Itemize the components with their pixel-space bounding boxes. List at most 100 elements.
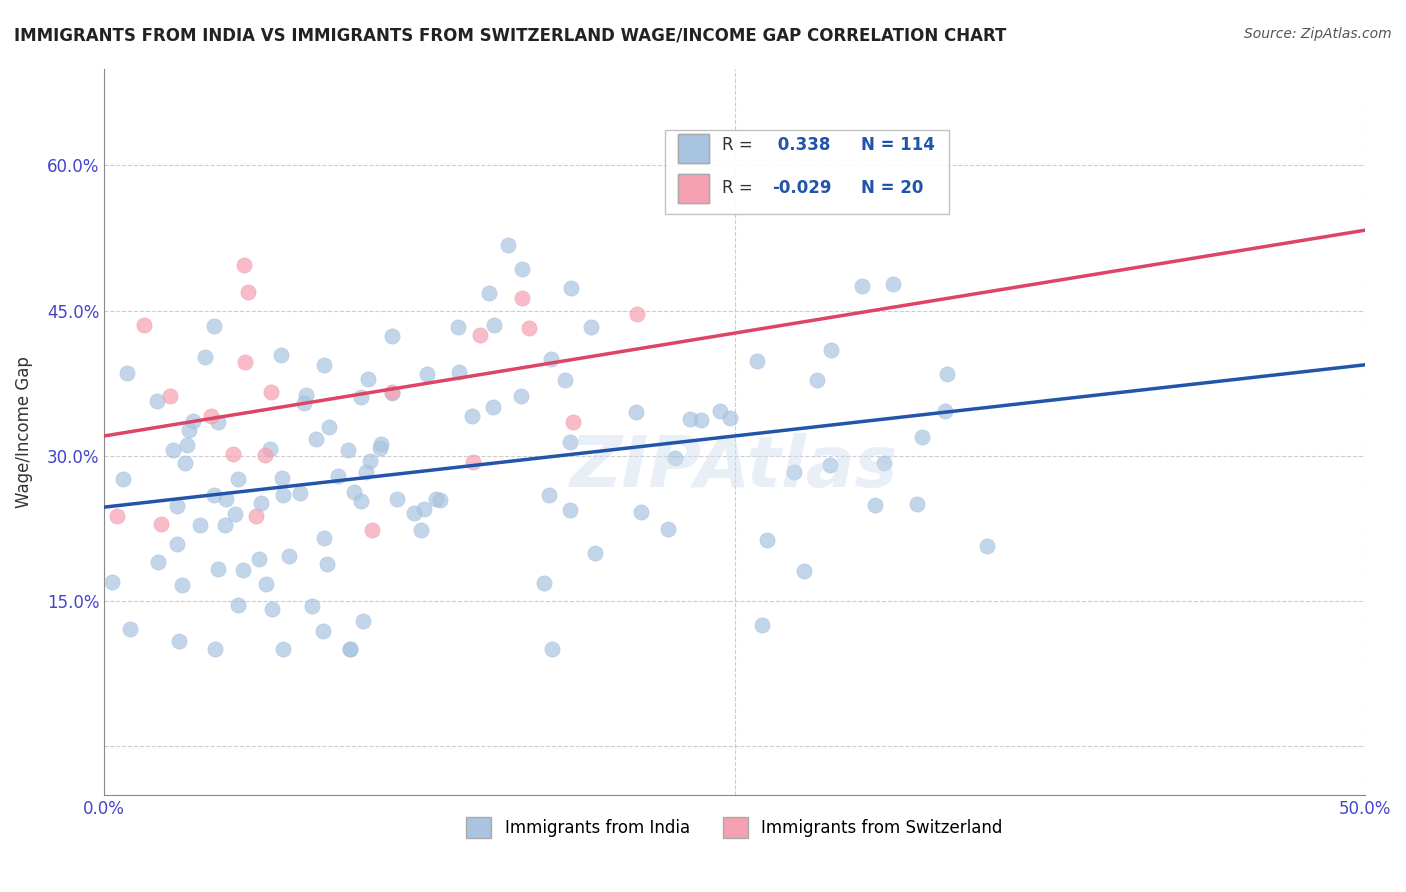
- Text: -0.029: -0.029: [772, 179, 832, 197]
- Point: [177, 423, 200, 437]
- Point: [357, 372, 380, 386]
- Point: [678, 412, 700, 426]
- Point: [540, 352, 562, 367]
- Point: [934, 404, 956, 418]
- Point: [402, 506, 425, 520]
- Point: [328, 469, 350, 483]
- Point: [204, 642, 226, 657]
- Point: [226, 472, 249, 486]
- Point: [624, 405, 647, 419]
- Point: [751, 618, 773, 632]
- Point: [690, 413, 713, 427]
- Point: [159, 388, 181, 402]
- Point: [149, 517, 172, 532]
- Point: [657, 522, 679, 536]
- Point: [368, 441, 391, 455]
- Point: [510, 388, 533, 402]
- FancyBboxPatch shape: [678, 174, 709, 202]
- Point: [271, 642, 294, 657]
- Point: [260, 385, 283, 400]
- Point: [510, 261, 533, 276]
- Point: [311, 624, 333, 638]
- Point: [583, 546, 606, 560]
- Point: [292, 395, 315, 409]
- Point: [167, 634, 190, 648]
- Point: [863, 499, 886, 513]
- Point: [381, 384, 404, 399]
- Point: [482, 401, 505, 415]
- Point: [447, 365, 470, 379]
- Point: [336, 443, 359, 458]
- Point: [806, 373, 828, 387]
- Point: [105, 508, 128, 523]
- Point: [353, 615, 375, 629]
- Text: ZIPAtlas: ZIPAtlas: [571, 434, 898, 502]
- Point: [232, 563, 254, 577]
- Point: [416, 367, 439, 381]
- Text: R =: R =: [721, 136, 758, 153]
- Point: [510, 291, 533, 305]
- Point: [173, 456, 195, 470]
- Point: [793, 564, 815, 578]
- Point: [247, 552, 270, 566]
- Point: [271, 471, 294, 485]
- Point: [301, 599, 323, 614]
- Point: [412, 502, 434, 516]
- Point: [664, 450, 686, 465]
- Point: [112, 472, 135, 486]
- Point: [207, 416, 229, 430]
- Point: [202, 319, 225, 334]
- Point: [558, 502, 581, 516]
- Point: [250, 496, 273, 510]
- Point: [381, 385, 404, 400]
- Point: [910, 429, 932, 443]
- Point: [214, 518, 236, 533]
- Point: [361, 523, 384, 537]
- Point: [872, 456, 894, 470]
- Point: [253, 448, 276, 462]
- Y-axis label: Wage/Income Gap: Wage/Income Gap: [15, 356, 32, 508]
- Point: [146, 394, 169, 409]
- Point: [290, 486, 312, 500]
- Point: [312, 358, 335, 372]
- Point: [315, 558, 337, 572]
- Point: [305, 432, 328, 446]
- Point: [342, 485, 364, 500]
- Point: [537, 488, 560, 502]
- Point: [228, 598, 250, 612]
- Point: [146, 555, 169, 569]
- Legend: Immigrants from India, Immigrants from Switzerland: Immigrants from India, Immigrants from S…: [460, 811, 1010, 845]
- Point: [558, 434, 581, 449]
- Point: [411, 523, 433, 537]
- Point: [260, 601, 283, 615]
- Point: [270, 348, 292, 362]
- Point: [533, 576, 555, 591]
- Point: [350, 390, 373, 404]
- Text: IMMIGRANTS FROM INDIA VS IMMIGRANTS FROM SWITZERLAND WAGE/INCOME GAP CORRELATION: IMMIGRANTS FROM INDIA VS IMMIGRANTS FROM…: [14, 27, 1007, 45]
- Point: [709, 404, 731, 418]
- Point: [166, 499, 188, 513]
- Point: [783, 465, 806, 479]
- Point: [905, 497, 928, 511]
- FancyBboxPatch shape: [678, 134, 709, 163]
- Point: [447, 320, 470, 334]
- Text: R =: R =: [721, 179, 758, 197]
- Point: [630, 505, 652, 519]
- Point: [339, 642, 361, 657]
- Point: [314, 531, 336, 545]
- Point: [115, 366, 138, 380]
- Text: N = 114: N = 114: [860, 136, 935, 153]
- Point: [202, 488, 225, 502]
- Point: [554, 374, 576, 388]
- Point: [245, 508, 267, 523]
- Point: [818, 458, 841, 472]
- Point: [429, 493, 451, 508]
- Point: [354, 466, 377, 480]
- Point: [461, 409, 484, 423]
- Point: [259, 442, 281, 456]
- Point: [517, 321, 540, 335]
- Point: [233, 354, 256, 368]
- Point: [541, 642, 564, 657]
- Point: [560, 281, 582, 295]
- Text: N = 20: N = 20: [860, 179, 922, 197]
